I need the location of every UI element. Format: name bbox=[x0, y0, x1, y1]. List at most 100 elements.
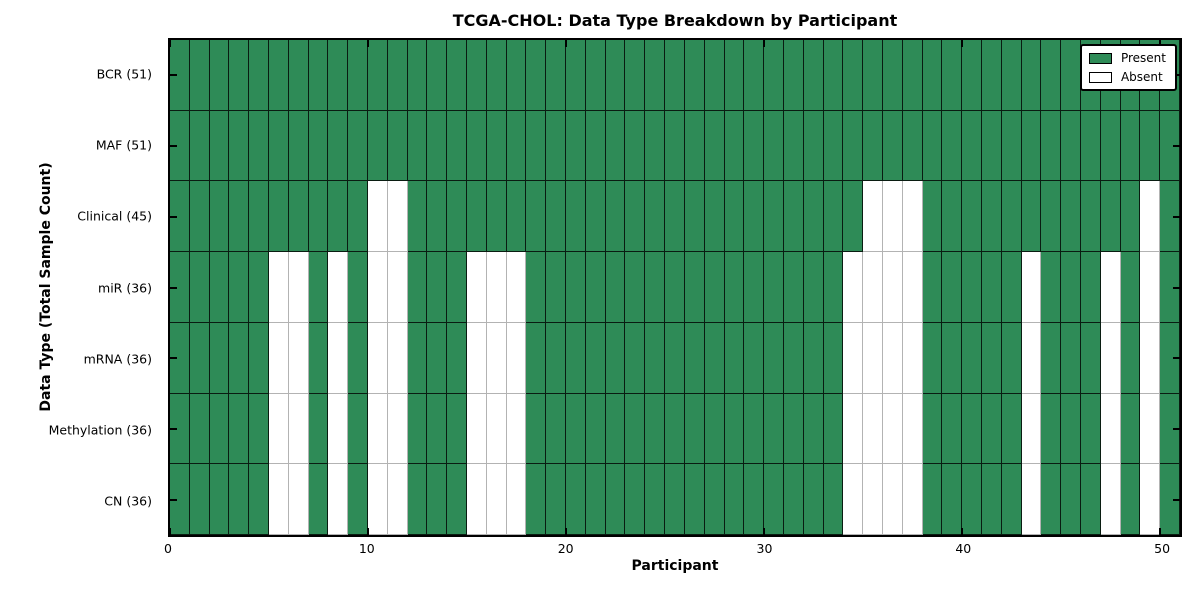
heatmap-cell-Methylation-24 bbox=[645, 393, 666, 465]
heatmap-cell-CN-29 bbox=[744, 464, 765, 535]
heatmap-cell-BCR-11 bbox=[387, 40, 408, 111]
heatmap-cell-mRNA-33 bbox=[823, 322, 844, 394]
heatmap-cell-miR-35 bbox=[863, 252, 883, 323]
heatmap-cell-miR-3 bbox=[229, 252, 250, 323]
y-tick-left-MAF bbox=[170, 145, 177, 148]
heatmap-cell-CN-46 bbox=[1080, 464, 1101, 535]
heatmap-cell-Clinical-14 bbox=[447, 181, 468, 253]
heatmap-cell-mRNA-28 bbox=[724, 322, 745, 394]
heatmap-cell-MAF-12 bbox=[407, 110, 428, 182]
heatmap-cell-MAF-27 bbox=[704, 110, 725, 182]
heatmap-cell-Methylation-28 bbox=[724, 393, 745, 465]
heatmap-cell-miR-22 bbox=[605, 252, 626, 323]
heatmap-cell-BCR-13 bbox=[427, 40, 448, 111]
heatmap-cell-Methylation-42 bbox=[1001, 393, 1022, 465]
y-tick-right-miR bbox=[1173, 286, 1180, 289]
heatmap-cell-CN-5 bbox=[269, 464, 289, 535]
heatmap-cell-mRNA-41 bbox=[981, 322, 1002, 394]
heatmap-cell-CN-26 bbox=[684, 464, 705, 535]
heatmap-cell-MAF-17 bbox=[506, 110, 527, 182]
heatmap-cell-BCR-16 bbox=[486, 40, 507, 111]
heatmap-cell-miR-2 bbox=[209, 252, 230, 323]
heatmap-cell-MAF-31 bbox=[783, 110, 804, 182]
heatmap-cell-miR-36 bbox=[882, 252, 903, 323]
heatmap-cell-miR-15 bbox=[467, 252, 487, 323]
heatmap-cell-miR-42 bbox=[1001, 252, 1022, 323]
heatmap-cell-mRNA-18 bbox=[526, 322, 547, 394]
heatmap-cell-miR-29 bbox=[744, 252, 765, 323]
heatmap-cell-Methylation-2 bbox=[209, 393, 230, 465]
y-tick-right-CN bbox=[1173, 498, 1180, 501]
heatmap-cell-miR-8 bbox=[328, 252, 349, 323]
heatmap-cell-miR-31 bbox=[783, 252, 804, 323]
heatmap-cell-BCR-44 bbox=[1041, 40, 1062, 111]
heatmap-cell-CN-37 bbox=[902, 464, 923, 535]
heatmap-cell-CN-43 bbox=[1021, 464, 1042, 535]
heatmap-cell-MAF-10 bbox=[368, 110, 388, 182]
heatmap-cell-miR-39 bbox=[942, 252, 963, 323]
heatmap-cell-miR-25 bbox=[665, 252, 685, 323]
heatmap-cell-mRNA-13 bbox=[427, 322, 448, 394]
heatmap-cell-Methylation-23 bbox=[625, 393, 646, 465]
heatmap-cell-BCR-17 bbox=[506, 40, 527, 111]
heatmap-cell-Methylation-13 bbox=[427, 393, 448, 465]
heatmap-cell-mRNA-10 bbox=[368, 322, 388, 394]
heatmap-cell-Clinical-45 bbox=[1061, 181, 1081, 253]
x-tick-bottom-40 bbox=[961, 528, 964, 535]
heatmap-cell-Methylation-32 bbox=[803, 393, 824, 465]
heatmap-cell-Clinical-41 bbox=[981, 181, 1002, 253]
heatmap-cell-CN-8 bbox=[328, 464, 349, 535]
heatmap-cell-BCR-30 bbox=[764, 40, 784, 111]
heatmap-cell-MAF-23 bbox=[625, 110, 646, 182]
heatmap-cell-miR-1 bbox=[189, 252, 210, 323]
heatmap-cell-Clinical-18 bbox=[526, 181, 547, 253]
heatmap-cell-Clinical-11 bbox=[387, 181, 408, 253]
y-axis-tick-labels: BCR (51) MAF (51) Clinical (45) miR (36) mRN… bbox=[0, 38, 160, 537]
heatmap-cell-BCR-19 bbox=[546, 40, 567, 111]
heatmap-cell-Methylation-21 bbox=[585, 393, 606, 465]
heatmap-cell-Methylation-37 bbox=[902, 393, 923, 465]
heatmap-cell-miR-14 bbox=[447, 252, 468, 323]
heatmap-cell-BCR-1 bbox=[189, 40, 210, 111]
heatmap-cell-BCR-0 bbox=[170, 40, 190, 111]
heatmap-cell-miR-7 bbox=[308, 252, 329, 323]
heatmap-cell-Methylation-11 bbox=[387, 393, 408, 465]
heatmap-cell-BCR-12 bbox=[407, 40, 428, 111]
heatmap-cell-CN-28 bbox=[724, 464, 745, 535]
heatmap-cell-Clinical-47 bbox=[1100, 181, 1121, 253]
heatmap-cell-BCR-25 bbox=[665, 40, 685, 111]
heatmap-cell-BCR-21 bbox=[585, 40, 606, 111]
heatmap-cell-MAF-46 bbox=[1080, 110, 1101, 182]
y-tick-left-miR bbox=[170, 286, 177, 289]
heatmap-cell-Methylation-48 bbox=[1120, 393, 1141, 465]
heatmap-cell-miR-27 bbox=[704, 252, 725, 323]
x-tick-label-10: 10 bbox=[358, 541, 375, 556]
heatmap-cell-BCR-34 bbox=[843, 40, 864, 111]
x-axis-tick-labels: 0 10 20 30 40 50 bbox=[164, 541, 1182, 559]
heatmap-cell-miR-13 bbox=[427, 252, 448, 323]
heatmap-cell-Clinical-10 bbox=[368, 181, 388, 253]
heatmap-cell-MAF-26 bbox=[684, 110, 705, 182]
heatmap-cell-MAF-14 bbox=[447, 110, 468, 182]
heatmap-cell-mRNA-23 bbox=[625, 322, 646, 394]
heatmap-cell-miR-47 bbox=[1100, 252, 1121, 323]
heatmap-cell-mRNA-0 bbox=[170, 322, 190, 394]
heatmap-cell-Methylation-15 bbox=[467, 393, 487, 465]
heatmap-cell-mRNA-15 bbox=[467, 322, 487, 394]
heatmap-cell-BCR-29 bbox=[744, 40, 765, 111]
heatmap-cell-Methylation-46 bbox=[1080, 393, 1101, 465]
heatmap-cell-BCR-10 bbox=[368, 40, 388, 111]
heatmap-cell-MAF-40 bbox=[962, 110, 982, 182]
heatmap-cell-MAF-33 bbox=[823, 110, 844, 182]
x-tick-label-0: 0 bbox=[164, 541, 172, 556]
heatmap-cell-Methylation-38 bbox=[922, 393, 943, 465]
heatmap-cell-Clinical-2 bbox=[209, 181, 230, 253]
heatmap-cell-MAF-32 bbox=[803, 110, 824, 182]
heatmap-cell-BCR-26 bbox=[684, 40, 705, 111]
heatmap-cell-Methylation-9 bbox=[348, 393, 369, 465]
heatmap-cell-miR-0 bbox=[170, 252, 190, 323]
x-tick-top-40 bbox=[961, 40, 964, 47]
heatmap-cell-miR-45 bbox=[1061, 252, 1081, 323]
x-tick-top-50 bbox=[1159, 40, 1162, 47]
